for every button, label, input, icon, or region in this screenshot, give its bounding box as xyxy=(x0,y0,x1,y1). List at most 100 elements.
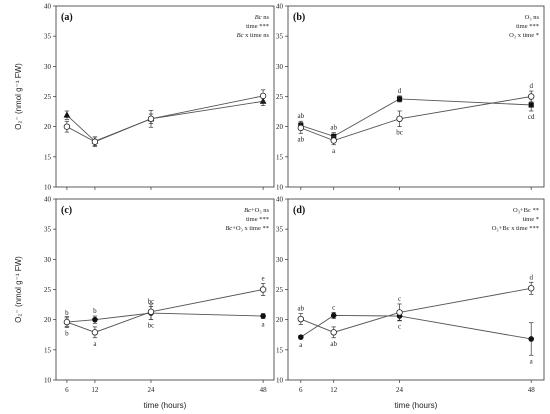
panel-label: (d) xyxy=(293,205,305,216)
significance-letter: bc xyxy=(396,129,403,137)
y-tick-label: 35 xyxy=(44,33,52,41)
stat-annotation: time *** xyxy=(516,23,539,30)
x-tick-label: 48 xyxy=(528,386,536,394)
significance-letter: b xyxy=(65,330,69,338)
data-point xyxy=(63,111,71,118)
significance-letter: a xyxy=(332,147,336,155)
stat-text: time *** xyxy=(246,23,269,30)
y-tick-label: 10 xyxy=(44,377,52,385)
stat-text: +O₃ ns xyxy=(251,207,270,214)
data-point xyxy=(396,115,403,123)
data-point xyxy=(91,138,99,145)
x-tick-label: 48 xyxy=(260,386,268,394)
significance-letter: ab xyxy=(297,135,304,143)
x-tick-label: 6 xyxy=(65,386,69,394)
stat-text: time * xyxy=(523,216,539,223)
stat-text: O₃+Bc ** xyxy=(513,207,539,214)
significance-letter: b xyxy=(65,309,69,317)
stat-annotation: time *** xyxy=(246,23,269,30)
stat-italic: Bc xyxy=(225,225,232,232)
y-tick-label: 15 xyxy=(44,346,52,354)
stat-annotation: Bc ns xyxy=(255,14,270,21)
x-tick-label: 12 xyxy=(330,386,338,394)
significance-letter: a xyxy=(262,320,266,328)
stat-text: ns xyxy=(262,14,270,21)
data-point xyxy=(259,286,267,293)
y-tick-label: 25 xyxy=(44,93,52,101)
data-point xyxy=(396,309,403,316)
significance-letter: bc xyxy=(148,322,155,330)
stat-annotation: time * xyxy=(523,216,539,223)
significance-letter: e xyxy=(262,274,265,282)
y-tick-label: 15 xyxy=(44,153,52,161)
data-point xyxy=(528,102,534,108)
y-tick-label: 25 xyxy=(276,286,284,294)
data-point xyxy=(147,308,155,316)
data-point xyxy=(297,315,304,323)
x-tick-label: 24 xyxy=(396,386,404,394)
panel-label: (c) xyxy=(61,205,72,216)
y-tick-label: 20 xyxy=(44,123,52,131)
stat-text: x time ns xyxy=(244,32,270,39)
stat-annotation: O₃ x time * xyxy=(509,32,539,39)
significance-letter: c xyxy=(398,322,401,330)
series-line xyxy=(300,96,532,142)
panel-label: (b) xyxy=(293,12,305,23)
stat-annotation: Bc+O₃ x time ** xyxy=(225,225,269,232)
series-line xyxy=(66,312,264,323)
stat-italic: Bc xyxy=(255,14,262,21)
y-tick-label: 20 xyxy=(276,123,284,131)
stat-italic: Bc xyxy=(244,207,251,214)
stat-annotation: O₃ ns xyxy=(525,14,540,21)
y-tick-label: 40 xyxy=(276,3,284,11)
y-tick-label: 35 xyxy=(44,226,52,234)
y-tick-label: 40 xyxy=(44,3,52,11)
significance-letter: b xyxy=(93,307,97,315)
data-point xyxy=(528,336,534,342)
x-tick-label: 24 xyxy=(147,386,155,394)
stat-annotation: Bc+O₃ ns xyxy=(244,207,269,214)
series-line xyxy=(300,287,532,333)
series-line xyxy=(300,314,532,340)
data-point xyxy=(63,123,71,130)
significance-letter: bc xyxy=(148,297,155,305)
y-tick-label: 10 xyxy=(276,377,284,385)
data-point xyxy=(259,92,267,100)
series-line xyxy=(66,95,264,143)
y-tick-label: 35 xyxy=(276,33,284,41)
y-tick-label: 30 xyxy=(276,256,284,264)
y-tick-label: 15 xyxy=(276,153,284,161)
y-tick-label: 10 xyxy=(44,184,52,192)
stat-annotation: time *** xyxy=(246,216,269,223)
data-point xyxy=(92,316,98,323)
significance-letter: d xyxy=(529,82,533,90)
significance-letter: ab xyxy=(297,112,304,120)
y-tick-label: 30 xyxy=(44,63,52,71)
stat-annotation: O₃+Bc ** xyxy=(513,207,539,214)
x-tick-label: 12 xyxy=(91,386,99,394)
stat-text: +O₃ x time ** xyxy=(232,225,269,232)
y-tick-label: 20 xyxy=(276,316,284,324)
y-tick-label: 40 xyxy=(44,196,52,204)
panel-b: 10 15 20 25 30 35 40 (b) O₃ ns time *** O₃ x time … xyxy=(276,3,545,192)
series-line xyxy=(66,289,264,333)
panel-a: 10 15 20 25 30 35 40 O₂⁻ (nmol g⁻¹ FW) (a) Bc ns t… xyxy=(14,3,275,192)
x-tick-label: 6 xyxy=(299,386,303,394)
y-tick-label: 30 xyxy=(44,256,52,264)
data-point xyxy=(528,93,535,100)
data-point xyxy=(528,285,535,292)
y-tick-label: 35 xyxy=(276,226,284,234)
significance-letter: cd xyxy=(528,113,535,121)
significance-letter: d xyxy=(398,87,402,95)
panel-c: 10 15 20 25 30 35 40 6 12 24 48 O₂⁻ (nmol g⁻¹ FW) ti… xyxy=(14,196,275,410)
stat-annotation: O₃+Bc x time *** xyxy=(492,225,539,232)
significance-letter: c xyxy=(332,303,335,311)
significance-letter: d xyxy=(529,273,533,281)
data-point xyxy=(260,313,266,319)
significance-letter: a xyxy=(530,357,534,365)
x-axis-title: time (hours) xyxy=(395,401,438,410)
data-point xyxy=(396,96,403,102)
significance-letter: c xyxy=(398,295,401,303)
data-point xyxy=(297,124,304,132)
